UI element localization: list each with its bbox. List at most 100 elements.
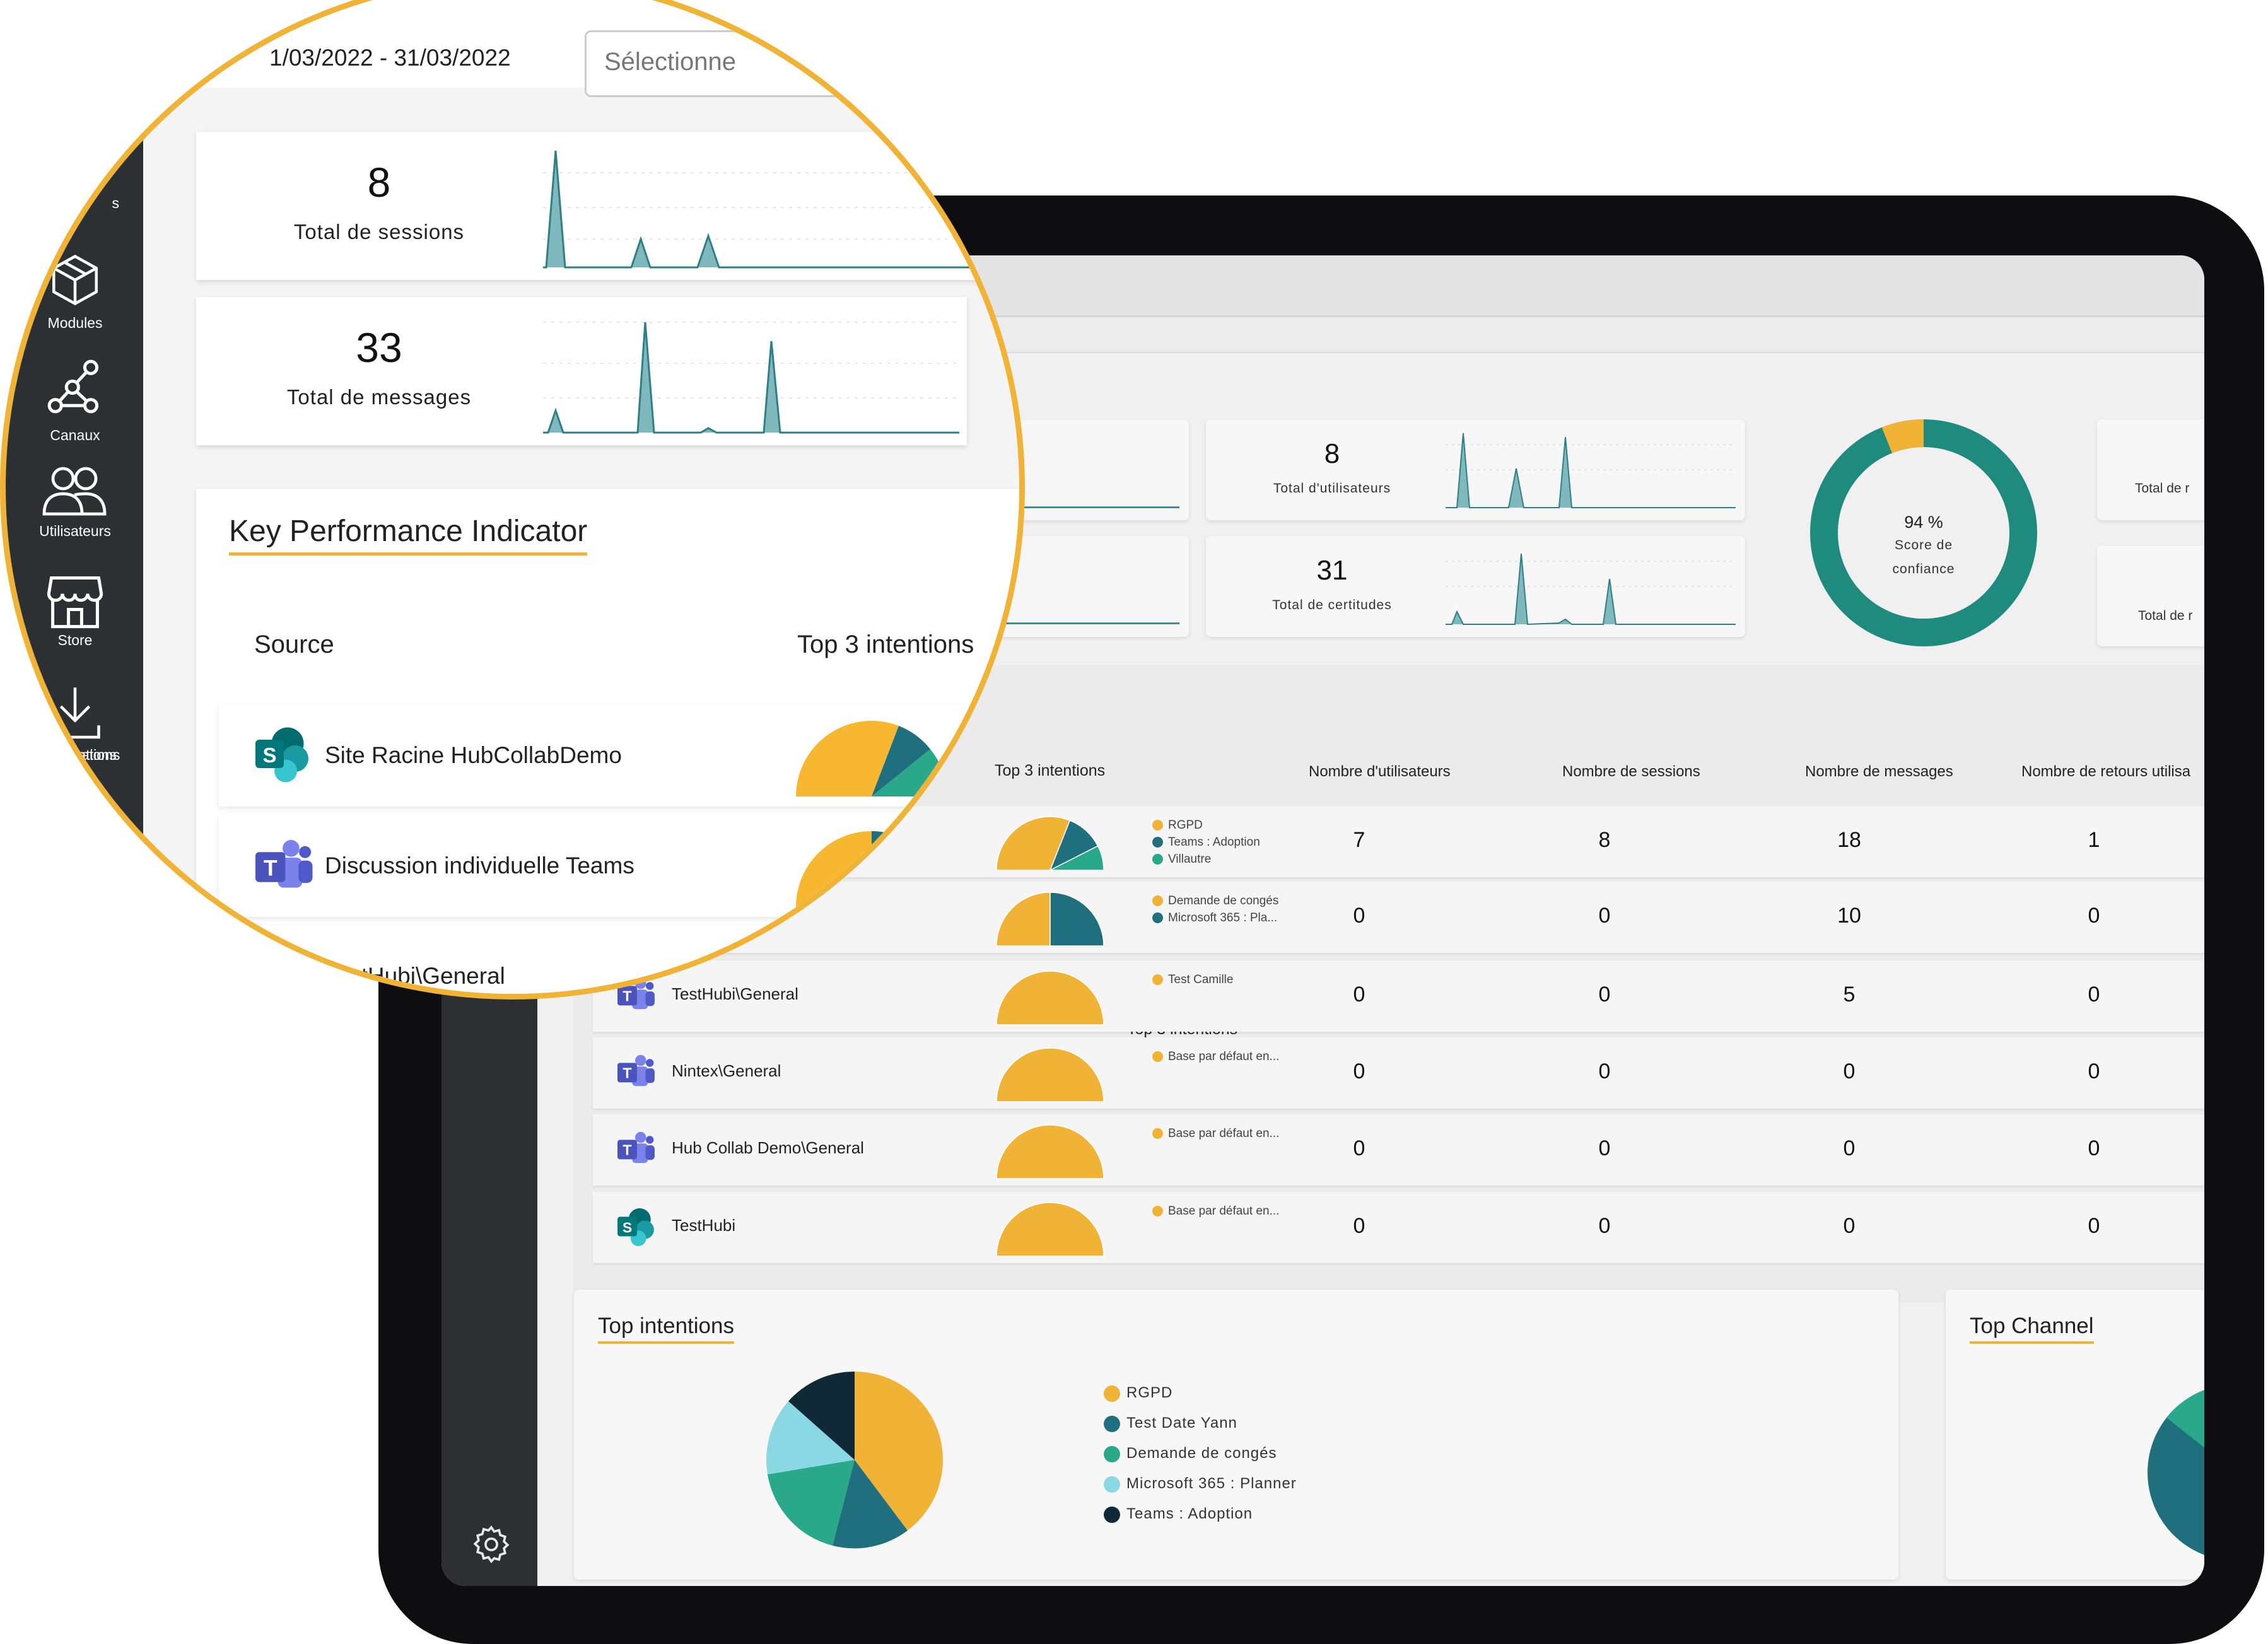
sessions-count: 0 [1598,1136,1611,1160]
legend-dot [1152,1128,1163,1140]
legend-item: Teams : Adoption [1104,1505,1253,1523]
sidebar-item-modules[interactable]: Modules [9,252,141,340]
teams-icon: T [616,1130,655,1169]
svg-text:T: T [264,965,278,991]
legend-item: Test Date Yann [1104,1414,1237,1432]
svg-text:T: T [623,1142,631,1158]
legend-dot [1152,895,1163,907]
legend-dot [1152,1206,1163,1217]
magnifier-zoom: 1/03/2022 - 31/03/2022 Sélectionne s Mod… [0,0,1025,1000]
kpi-row-zoom[interactable]: T Discussion individuelle Teams [219,815,1019,917]
legend-label: RGPD [1126,1384,1173,1401]
legend-dot [1104,1385,1120,1402]
table-row[interactable]: S TestHubi Base par défaut en... 0 0 0 0 [593,1192,2204,1263]
date-range[interactable]: 1/03/2022 - 31/03/2022 [269,45,511,71]
sidebar-item-partial[interactable]: s [112,195,120,211]
stat-card-right-1: Total de r [2097,419,2204,520]
sidebar-item-label: Canaux [50,427,100,443]
legend-item: Base par défaut en... [1152,1050,1279,1064]
users-icon [42,463,107,523]
legend-dot [1104,1445,1120,1462]
confidence-label-2: confiance [1892,562,1955,576]
sidebar-item-store[interactable]: Store [9,570,141,658]
col-messages-header: Nombre de messages [1805,763,1953,780]
messages-count: 10 [1837,904,1861,928]
top-channel-card: Top Channel [1946,1290,2204,1580]
col-sessions-header: Nombre de sessions [1562,763,1700,780]
legend-dot [1104,1415,1120,1432]
legend-label: Base par défaut en... [1168,1204,1280,1218]
users-count: 0 [1353,904,1365,928]
table-row[interactable]: T Nintex\General Base par défaut en... 0 0 0 0 [593,1037,2204,1109]
source-name: Discussion individuelle Teams [325,853,634,878]
sidebar-item-label: Utilisateurs [39,523,111,539]
stat-card-certitudes: 31 Total de certitudes [1206,536,1745,637]
legend-dot [1104,1506,1120,1523]
messages-count: 5 [1843,982,1856,1006]
sidebar-item-canaux[interactable]: Canaux [9,356,141,444]
source-name: TestHubi\General [325,963,505,989]
source-name: Nintex\General [672,1061,781,1080]
source-name: Site Racine HubCollabDemo [325,742,622,768]
settings-icon[interactable] [470,1523,513,1569]
sessions-count: 0 [1598,904,1611,928]
legend-label: Teams : Adoption [1126,1505,1253,1522]
legend-item: Teams : Adoption [1152,836,1260,849]
legend-label: Test Date Yann [1126,1414,1237,1431]
returns-count: 0 [2088,1136,2100,1160]
kpi-row-zoom[interactable]: T TestHubi\General [219,925,1019,994]
legend-item: Test Camille [1152,973,1233,987]
sidebar-item-label: Store [57,632,93,648]
stat-card-users: 8 Total d'utilisateurs [1206,419,1745,520]
col-users-header: Nombre d'utilisateurs [1309,763,1451,780]
sidebar-item-label: Installations [40,747,117,763]
svg-text:T: T [623,1065,631,1081]
messages-count: 0 [1843,1214,1856,1238]
confidence-card: 94 % Score de confiance [1779,407,2107,659]
returns-count: 0 [2088,982,2100,1006]
table-row[interactable]: T Hub Collab Demo\General Base par défaut … [593,1114,2204,1186]
intentions-half-pie [993,1199,1107,1262]
users-count: 0 [1353,1136,1365,1160]
teams-icon: T [616,1053,655,1092]
stat-value: 8 [367,159,391,206]
messages-count: 0 [1843,1136,1856,1160]
legend-item: RGPD [1152,819,1203,832]
returns-count: 1 [2088,828,2100,852]
legend-dot [1152,820,1163,831]
stat-label: Total de r [2135,481,2190,496]
sparkline-users [1446,433,1736,508]
users-count: 7 [1353,828,1365,852]
users-count: 0 [1353,1059,1365,1083]
legend-label: Villautre [1168,853,1212,866]
col-top3: Top 3 intentions [797,631,974,658]
legend-label: Base par défaut en... [1168,1050,1280,1063]
col-returns-header: Nombre de retours utilisa [2021,763,2191,780]
svg-text:S: S [623,1219,632,1235]
legend-item: Demande de congés [1152,894,1278,908]
sidebar-item-label-partial: ations [81,747,120,763]
intentions-half-pie [796,831,947,907]
legend-item: Demande de congés [1104,1445,1277,1462]
stat-card-sessions: 8 Total de sessions [196,132,1019,280]
cube-icon [47,252,103,312]
stat-label: Total d'utilisateurs [1273,481,1391,496]
intentions-half-pie [993,1122,1107,1185]
legend-dot [1104,1476,1120,1493]
network-icon [44,356,107,422]
users-count: 0 [1353,982,1365,1006]
filter-select[interactable]: Sélectionne [585,30,967,97]
sessions-count: 8 [1598,828,1611,852]
sharepoint-icon: S [616,1208,655,1247]
source-name: TestHubi [672,1216,736,1235]
legend-label: Microsoft 365 : Planner [1126,1475,1297,1492]
legend-dot [1152,1051,1163,1063]
legend-dot [1152,974,1163,986]
kpi-row-zoom[interactable]: S Site Racine HubCollabDemo [219,704,1019,807]
sidebar-item-installations[interactable]: Installations [9,684,141,772]
store-icon [44,570,107,636]
sidebar-item-utilisateurs[interactable]: Utilisateurs [9,463,141,545]
legend-dot [1152,837,1163,848]
source-name: Hub Collab Demo\General [672,1138,864,1157]
messages-count: 18 [1837,828,1861,852]
